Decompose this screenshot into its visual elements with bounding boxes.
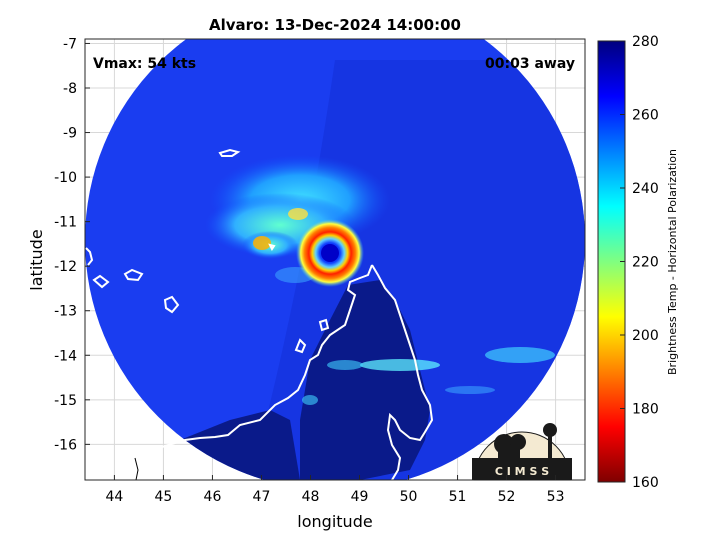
rainband-3 [327,360,363,370]
y-tick-label: -11 [54,215,77,231]
island-1 [294,338,307,354]
colorbar-tick-label: 240 [632,181,659,197]
island-2 [318,318,330,332]
x-tick-label: 46 [204,489,222,505]
logo-building [498,446,520,460]
map-plot-area: Vmax: 54 kts 00:03 away C I M S S [84,38,586,481]
colorbar-ticks: 280 260 240 220 200 180 160 [620,34,659,491]
rainband-1 [360,359,440,371]
y-tick-label: -10 [54,170,77,186]
colorbar-tick-label: 200 [632,328,659,344]
logo-tower-leg [548,436,552,460]
coastline-outside [134,457,139,480]
x-tick-label: 45 [155,489,173,505]
colorbar-tick-label: 160 [632,475,659,491]
logo-tower-tank [543,423,557,437]
colorbar-tick-label: 220 [632,255,659,271]
warm-spot-north [288,208,308,220]
plot-frame [84,38,586,481]
colorbar-tick-label: 260 [632,108,659,124]
x-tick-label: 48 [302,489,320,505]
warm-spot-west [253,236,271,250]
y-axis: -7 -8 -9 -10 -11 -12 -13 -14 -15 -16 [54,36,90,453]
coastline-africa [134,264,373,459]
island-aldabra [218,148,241,157]
y-tick-label: -7 [63,36,77,52]
storm-eye-core [321,244,339,262]
vmax-label: Vmax: 54 kts [93,56,196,72]
rainband-2 [485,347,555,363]
colorbar: 280 260 240 220 200 180 160 Brightness Temp - … [597,34,679,491]
y-tick-label: -14 [54,348,77,364]
rainband-5 [302,395,318,405]
x-tick-label: 51 [449,489,467,505]
cimss-logo: C I M S S [472,423,572,481]
swath-image [85,39,585,480]
time-away-label: 00:03 away [485,56,575,72]
x-axis-label: longitude [297,512,372,531]
colorbar-tick-label: 180 [632,402,659,418]
x-tick-label: 44 [105,489,123,505]
y-tick-label: -13 [54,304,77,320]
coastline-madagascar-side [371,264,434,480]
colorbar-label: Brightness Temp - Horizontal Polarizatio… [666,149,679,375]
island-comoros-2 [123,268,144,282]
chart-title: Alvaro: 13-Dec-2024 14:00:00 [209,16,461,34]
colorbar-tick-label: 280 [632,34,659,50]
coastline-west-edge [85,247,94,266]
x-tick-label: 53 [547,489,565,505]
y-tick-label: -15 [54,393,77,409]
x-tick-label: 50 [400,489,418,505]
x-tick-label: 47 [253,489,271,505]
x-axis: 44 45 46 47 48 49 50 51 52 53 [105,475,565,505]
y-tick-label: -16 [54,437,77,453]
y-tick-label: -9 [63,126,77,142]
island-comoros-3 [163,295,180,314]
land-dark-area [300,280,430,480]
island-small [268,243,276,251]
logo-text: C I M S S [495,465,549,478]
island-comoros-1 [92,274,110,289]
logo-band [472,458,572,480]
coastlines [85,148,434,480]
y-tick-label: -8 [63,81,77,97]
rainband-4 [445,386,495,394]
y-axis-label: latitude [27,229,46,290]
x-tick-label: 52 [498,489,516,505]
y-tick-label: -12 [54,259,77,275]
x-tick-label: 49 [351,489,369,505]
